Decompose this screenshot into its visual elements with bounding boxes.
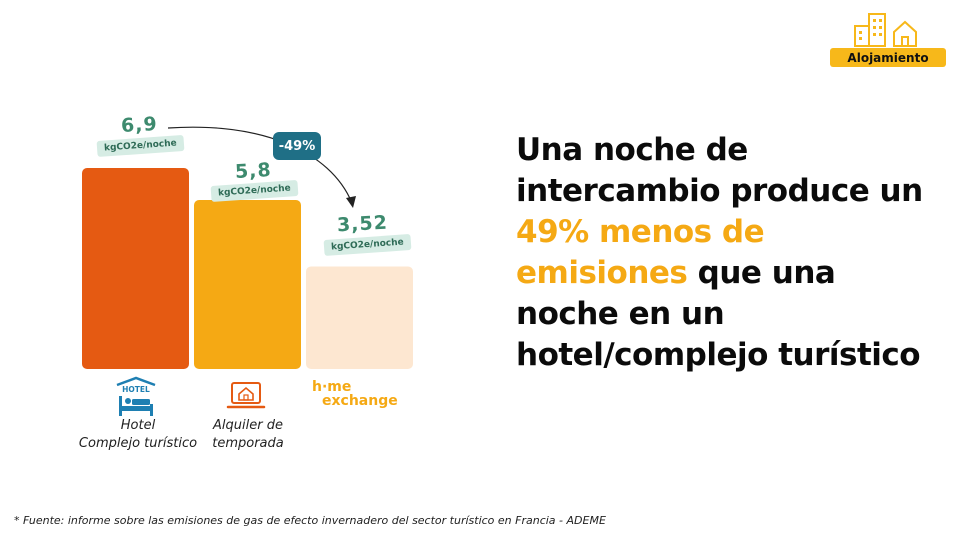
category-label-hotel-line1: Hotel [120, 418, 156, 433]
category-badge: Alojamiento [830, 48, 946, 67]
hotel-bed-icon: HOTEL [114, 376, 158, 418]
bar-homeexchange [306, 266, 413, 369]
headline: Una noche de intercambio produce un 49% … [516, 130, 936, 376]
buildings-icon [854, 13, 917, 47]
headline-part1: Una noche de intercambio produce un [516, 132, 923, 209]
headline-part2: que una noche en un hotel/complejo turís… [516, 255, 921, 373]
bar-value-rental: 5,8 [234, 159, 273, 183]
reduction-badge: -49% [273, 132, 321, 160]
bar-value-hotel: 6,9 [120, 113, 159, 137]
source-footnote: * Fuente: informe sobre las emisiones de… [14, 514, 606, 527]
bar-chart [82, 126, 413, 369]
bar-rental [194, 200, 301, 369]
category-label-rental-line2: temporada [212, 436, 284, 451]
category-label-rental-line1: Alquiler de [213, 418, 283, 433]
laptop-house-icon [226, 381, 266, 411]
logo-bottom: exchange [322, 393, 398, 409]
category-label-hotel-line2: Complejo turístico [78, 436, 198, 451]
homeexchange-logo: h·me exchange [312, 380, 398, 408]
svg-text:HOTEL: HOTEL [122, 385, 150, 394]
category-label-rental: Alquiler de temporada [198, 417, 298, 453]
arrow-head [346, 196, 356, 208]
category-label-hotel: Hotel Complejo turístico [78, 417, 198, 453]
bar-value-homeexchange: 3,52 [336, 211, 389, 237]
logo-top: h·me [312, 379, 352, 395]
bar-hotel [82, 168, 189, 369]
headline-highlight: 49% menos de emisiones [516, 214, 765, 291]
